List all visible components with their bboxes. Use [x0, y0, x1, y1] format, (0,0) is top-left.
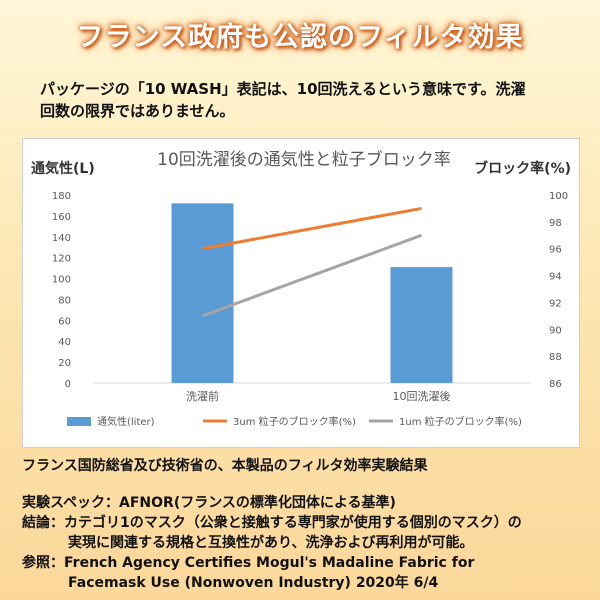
reference-line-2: Facemask Use (Nonwoven Industry) 2020年 6… — [68, 575, 439, 591]
notes-heading: フランス国防総省及び技術省の、本製品のフィルタ効率実験結果 — [22, 458, 428, 474]
left-tick-label: 60 — [58, 316, 71, 327]
conclusion-line-2: 実現に関連する規格と互換性があり、洗浄および再利用が可能。 — [68, 535, 474, 551]
notes-block: フランス国防総省及び技術省の、本製品のフィルタ効率実験結果 実験スペック：AFN… — [22, 456, 582, 593]
legend-label: 3um 粒子のブロック率(%) — [233, 415, 356, 428]
legend-label: 1um 粒子のブロック率(%) — [399, 415, 522, 428]
conclusion-line-1: 結論：カテゴリ1のマスク（公衆と接触する専門家が使用する個別のマスク）の — [22, 515, 522, 531]
series-line — [201, 233, 423, 318]
intro-text: パッケージの「10 WASH」表記は、10回洗えるという意味です。洗濯 回数の限… — [40, 78, 575, 122]
left-tick-label: 40 — [58, 337, 71, 348]
right-tick-label: 100 — [549, 191, 568, 202]
page-title: フランス政府も公認のフィルタ効果 — [76, 21, 524, 53]
chart-title: 10回洗濯後の通気性と粒子ブロック率 — [157, 149, 451, 170]
left-tick-label: 160 — [52, 212, 71, 223]
reference-line-1: 参照：French Agency Certifies Mogul's Madal… — [22, 555, 475, 571]
category-label: 洗濯前 — [186, 389, 219, 403]
right-tick-label: 96 — [549, 245, 562, 256]
right-tick-label: 92 — [549, 298, 562, 309]
right-tick-label: 94 — [549, 272, 562, 283]
notes-spacer — [22, 476, 582, 493]
intro-line-1: パッケージの「10 WASH」表記は、10回洗えるという意味です。洗濯 — [40, 80, 526, 98]
bar — [390, 267, 453, 383]
title-banner: フランス政府も公認のフィルタ効果 — [0, 0, 600, 68]
right-tick-label: 86 — [549, 379, 562, 390]
right-axis-label: ブロック率(%) — [474, 160, 571, 177]
intro-line-2: 回数の限界ではありません。 — [40, 102, 235, 120]
category-label: 10回洗濯後 — [393, 389, 451, 403]
right-tick-label: 88 — [549, 352, 562, 363]
left-tick-label: 120 — [52, 254, 71, 265]
bar — [171, 203, 234, 383]
right-tick-label: 98 — [549, 218, 562, 229]
left-tick-label: 180 — [52, 191, 71, 202]
series-line — [202, 206, 422, 251]
left-axis-label: 通気性(L) — [31, 160, 95, 177]
legend-swatch — [67, 417, 91, 426]
left-tick-label: 100 — [52, 275, 71, 286]
experiment-spec: 実験スペック：AFNOR(フランスの標準化団体による基準) — [22, 495, 396, 511]
left-tick-label: 80 — [58, 295, 71, 306]
chart-panel: 10回洗濯後の通気性と粒子ブロック率通気性(L) ブロック率(%) 0 20 40 60 8… — [22, 138, 580, 448]
left-tick-label: 0 — [65, 379, 71, 390]
right-tick-label: 90 — [549, 325, 562, 336]
left-tick-label: 140 — [52, 233, 71, 244]
left-tick-label: 20 — [58, 358, 71, 369]
legend-label: 通気性(liter) — [97, 415, 155, 428]
